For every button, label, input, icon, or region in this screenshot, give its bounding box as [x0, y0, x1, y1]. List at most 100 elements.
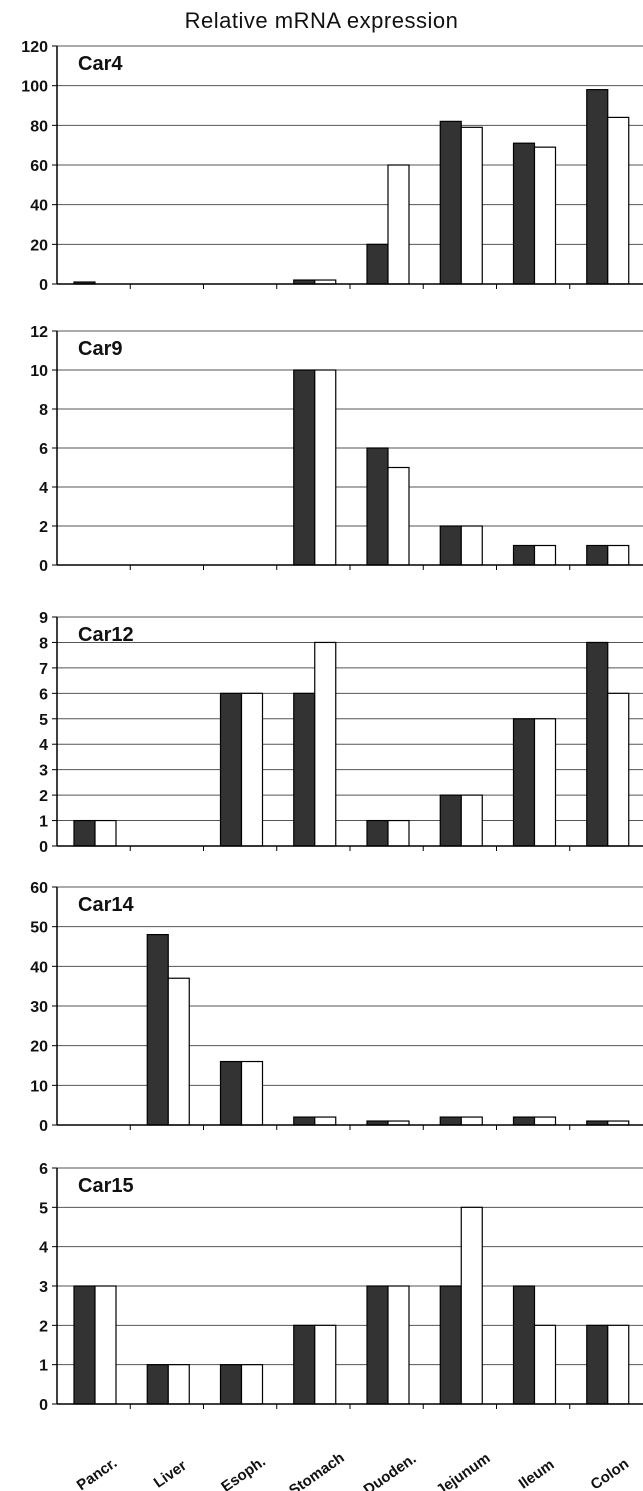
y-tick-label: 1	[39, 814, 48, 831]
bar-series-1	[293, 692, 316, 847]
panel-label: Car9	[78, 338, 122, 360]
bar-series-1	[512, 544, 536, 566]
y-tick-label: 100	[21, 79, 48, 96]
bar-series-1	[439, 1116, 462, 1126]
x-category-label: Stomach	[286, 1449, 348, 1491]
bar-series-2	[387, 819, 410, 847]
bar-series-1	[366, 243, 389, 285]
bar-series-2	[533, 544, 557, 566]
bar-series-1	[512, 718, 536, 847]
y-tick-label: 20	[30, 1039, 48, 1056]
bar-series-1	[293, 369, 316, 566]
bar-series-1	[512, 142, 536, 285]
panel-label: Car4	[78, 53, 123, 75]
x-category-label: Duoden.	[361, 1450, 420, 1491]
bar-series-2	[314, 369, 337, 566]
y-tick-label: 3	[39, 763, 48, 780]
y-tick-label: 9	[39, 610, 48, 627]
x-category-label: Jejunum	[433, 1450, 493, 1491]
y-tick-label: 12	[30, 324, 48, 341]
bar-series-2	[314, 1116, 337, 1126]
y-tick-label: 3	[39, 1279, 48, 1296]
bar-series-1	[439, 525, 462, 566]
x-category-label: Ileum	[516, 1456, 558, 1491]
bar-series-2	[533, 146, 557, 285]
bar-series-1	[439, 1285, 462, 1405]
bar-series-2	[460, 1206, 483, 1405]
y-tick-label: 0	[39, 839, 48, 856]
y-tick-label: 2	[39, 788, 48, 805]
y-tick-label: 0	[39, 277, 48, 294]
bar-series-1	[73, 1285, 96, 1405]
y-tick-label: 60	[30, 880, 48, 897]
bar-series-2	[533, 718, 557, 847]
y-tick-label: 10	[30, 1078, 48, 1095]
y-tick-label: 40	[30, 959, 48, 976]
bar-series-1	[439, 120, 462, 285]
bar-series-2	[240, 1364, 264, 1405]
bar-series-1	[366, 1285, 389, 1405]
bar-series-2	[240, 692, 264, 847]
y-tick-label: 20	[30, 237, 48, 254]
y-tick-label: 50	[30, 920, 48, 937]
y-tick-label: 6	[39, 1161, 48, 1178]
bar-series-2	[460, 525, 483, 566]
y-tick-label: 4	[39, 1240, 48, 1257]
y-tick-label: 1	[39, 1358, 48, 1375]
bar-series-1	[219, 1060, 243, 1126]
bar-series-2	[460, 126, 483, 285]
y-tick-label: 2	[39, 1318, 48, 1335]
bar-series-2	[240, 1060, 264, 1126]
bar-series-2	[607, 1324, 630, 1405]
y-tick-label: 4	[39, 737, 48, 754]
y-tick-label: 40	[30, 198, 48, 215]
y-tick-label: 5	[39, 712, 48, 729]
y-tick-label: 6	[39, 686, 48, 703]
x-category-label: Pancr.	[74, 1454, 121, 1491]
bar-series-1	[146, 933, 169, 1126]
y-tick-label: 80	[30, 118, 48, 135]
y-tick-label: 120	[21, 39, 48, 56]
bar-series-1	[146, 1364, 169, 1405]
bar-series-2	[460, 794, 483, 847]
y-tick-label: 0	[39, 1118, 48, 1135]
bar-series-1	[512, 1285, 536, 1405]
bar-series-1	[512, 1116, 536, 1126]
bar-series-2	[387, 164, 410, 285]
bar-series-2	[460, 1116, 483, 1126]
y-tick-label: 5	[39, 1200, 48, 1217]
bar-series-1	[293, 1324, 316, 1405]
bar-series-2	[167, 977, 190, 1126]
x-category-label: Esoph.	[218, 1453, 269, 1491]
bar-series-2	[533, 1116, 557, 1126]
bar-series-2	[314, 1324, 337, 1405]
panel-label: Car15	[78, 1175, 134, 1197]
x-category-label: Colon	[588, 1455, 633, 1491]
panel-label: Car12	[78, 624, 134, 646]
bar-series-2	[314, 641, 337, 847]
bar-series-1	[366, 819, 389, 847]
x-category-label: Liver	[151, 1457, 190, 1491]
bar-series-2	[94, 819, 117, 847]
y-tick-label: 30	[30, 999, 48, 1016]
bar-series-2	[387, 1285, 410, 1405]
bar-series-1	[366, 447, 389, 566]
bar-series-2	[387, 466, 410, 566]
bar-series-2	[167, 1364, 190, 1405]
y-tick-label: 2	[39, 519, 48, 536]
bar-series-2	[533, 1324, 557, 1405]
bar-series-1	[439, 794, 462, 847]
y-tick-label: 8	[39, 635, 48, 652]
bar-series-2	[607, 116, 630, 285]
bar-series-2	[94, 1285, 117, 1405]
bar-series-1	[219, 1364, 243, 1405]
figure-title: Relative mRNA expression	[184, 8, 459, 33]
bar-series-2	[607, 692, 630, 847]
y-tick-label: 10	[30, 363, 48, 380]
bar-series-1	[586, 544, 609, 566]
bar-series-1	[73, 819, 96, 847]
y-tick-label: 8	[39, 402, 48, 419]
bar-series-1	[586, 1324, 609, 1405]
y-tick-label: 7	[39, 661, 48, 678]
